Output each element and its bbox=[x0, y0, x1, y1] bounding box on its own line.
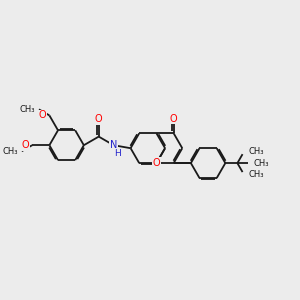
Text: CH₃: CH₃ bbox=[254, 159, 269, 168]
Text: O: O bbox=[39, 110, 46, 120]
Text: O: O bbox=[170, 114, 178, 124]
Text: N: N bbox=[110, 140, 117, 150]
Text: O: O bbox=[22, 140, 29, 150]
Text: H: H bbox=[114, 149, 121, 158]
Text: O: O bbox=[153, 158, 160, 168]
Text: O: O bbox=[95, 114, 103, 124]
Text: CH₃: CH₃ bbox=[248, 170, 264, 179]
Text: CH₃: CH₃ bbox=[20, 105, 35, 114]
Text: CH₃: CH₃ bbox=[3, 147, 18, 156]
Text: CH₃: CH₃ bbox=[248, 147, 264, 156]
